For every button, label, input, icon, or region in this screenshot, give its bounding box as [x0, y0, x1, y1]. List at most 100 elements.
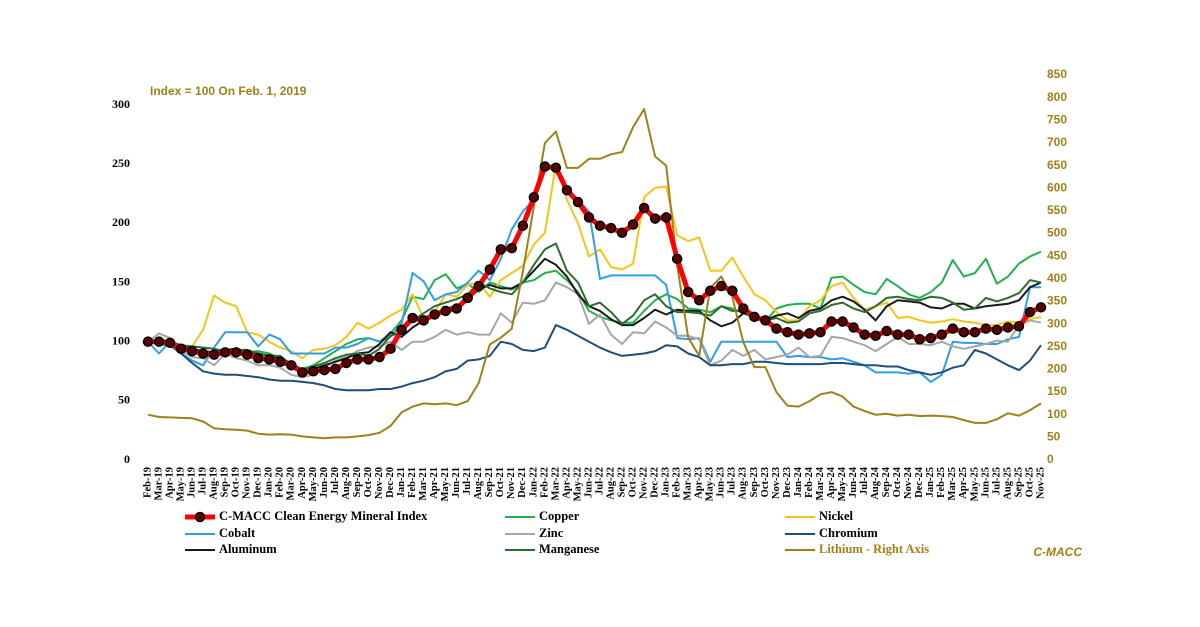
x-tick-label: Feb-22	[539, 467, 550, 498]
data-point	[197, 348, 209, 359]
y2-tick-label: 300	[1047, 316, 1067, 330]
data-point	[1002, 322, 1014, 333]
y2-tick-label: 50	[1047, 430, 1061, 444]
data-point	[671, 253, 683, 265]
data-point	[495, 244, 507, 255]
x-tick-label: Jun-21	[451, 467, 462, 498]
x-tick-label: Jun-24	[848, 466, 859, 498]
data-point	[727, 285, 738, 297]
legend-label: Lithium - Right Axis	[819, 542, 929, 556]
data-point	[208, 349, 220, 360]
data-point	[616, 227, 628, 239]
x-tick-label: Apr-24	[826, 466, 837, 498]
data-point	[980, 323, 992, 334]
data-point	[341, 357, 352, 369]
series-line	[147, 163, 1042, 360]
x-tick-label: Aug-25	[1002, 467, 1013, 500]
data-point	[638, 202, 650, 214]
data-point	[308, 366, 319, 377]
data-point	[870, 330, 881, 341]
data-point	[462, 292, 473, 304]
x-tick-label: Sep-23	[749, 467, 760, 497]
data-point	[230, 347, 242, 358]
data-point	[1024, 306, 1036, 318]
y2-tick-label: 500	[1047, 226, 1067, 240]
x-tick-label: May-21	[440, 467, 451, 501]
x-tick-label: Mar-25	[947, 467, 958, 500]
x-tick-label: Jan-23	[661, 467, 672, 497]
x-tick-label: Oct-21	[495, 467, 506, 497]
series-line	[147, 108, 1042, 440]
x-tick-label: Oct-23	[760, 467, 771, 497]
x-tick-label: Jul-20	[330, 467, 341, 495]
x-tick-label: Apr-21	[429, 467, 440, 499]
x-tick-label: Apr-19	[164, 467, 175, 499]
data-point	[550, 162, 562, 173]
x-tick-label: Mar-23	[683, 467, 694, 500]
data-point	[859, 329, 870, 340]
series-line	[147, 281, 1042, 379]
x-tick-label: Nov-25	[1035, 467, 1046, 499]
data-point	[991, 324, 1003, 336]
data-point	[528, 192, 540, 203]
x-tick-label: Oct-25	[1024, 467, 1035, 497]
x-tick-label: Aug-20	[341, 467, 352, 500]
x-tick-label: Feb-25	[936, 467, 947, 498]
data-point	[705, 285, 716, 297]
y2-tick-label: 850	[1047, 67, 1067, 81]
data-point	[252, 352, 264, 364]
legend-label: Copper	[539, 509, 580, 523]
series-line	[147, 163, 1041, 383]
data-point	[142, 336, 154, 347]
x-tick-label: Aug-23	[738, 467, 749, 500]
y2-tick-label: 400	[1047, 271, 1067, 285]
x-tick-label: Jan-22	[528, 467, 539, 497]
x-tick-label: Nov-24	[903, 466, 914, 499]
data-point	[572, 196, 584, 208]
y-tick-label: 150	[112, 274, 130, 288]
data-point	[749, 311, 760, 323]
y-tick-label: 100	[112, 333, 130, 347]
x-tick-label: Dec-23	[782, 467, 793, 498]
data-point	[175, 343, 187, 355]
x-tick-label: Feb-21	[407, 467, 418, 498]
data-point	[484, 264, 496, 275]
y2-tick-label: 100	[1047, 407, 1067, 421]
series-line	[148, 250, 1042, 370]
x-tick-label: Nov-22	[639, 467, 650, 499]
y2-tick-label: 150	[1047, 384, 1067, 398]
y2-tick-label: 250	[1047, 339, 1067, 353]
data-point	[682, 286, 694, 298]
x-tick-label: May-22	[572, 467, 583, 501]
data-point	[947, 323, 959, 334]
data-point	[297, 367, 308, 378]
y2-tick-label: 800	[1047, 90, 1067, 104]
legend-label: Manganese	[539, 542, 600, 556]
x-tick-label: Jul-22	[594, 467, 605, 495]
legend-label: Cobalt	[219, 526, 256, 540]
series-line	[148, 164, 1042, 375]
x-tick-label: Jul-24	[859, 466, 870, 495]
x-tick-label: Jun-23	[716, 467, 727, 498]
legend: C-MACC Clean Energy Mineral Index Copper N…	[185, 509, 929, 556]
data-point	[418, 315, 429, 326]
x-tick-label: Jul-23	[727, 467, 738, 495]
x-tick-label: Sep-20	[352, 467, 363, 497]
data-point	[473, 280, 484, 292]
y2-tick-label: 600	[1047, 180, 1067, 194]
data-point	[219, 347, 231, 358]
x-tick-label: Feb-24	[804, 466, 815, 498]
data-point	[164, 337, 176, 349]
legend-label: Zinc	[539, 526, 564, 540]
x-tick-label: Sep-19	[220, 467, 231, 497]
data-point	[914, 334, 925, 345]
x-tick-label: Jun-25	[980, 467, 991, 498]
x-tick-label: Jul-25	[991, 467, 1002, 495]
data-point	[958, 326, 970, 338]
data-point	[738, 303, 749, 314]
data-point	[374, 351, 385, 363]
data-point	[517, 220, 529, 231]
data-point	[693, 295, 705, 306]
y-tick-label: 250	[112, 156, 130, 170]
y2-tick-label: 650	[1047, 158, 1067, 172]
